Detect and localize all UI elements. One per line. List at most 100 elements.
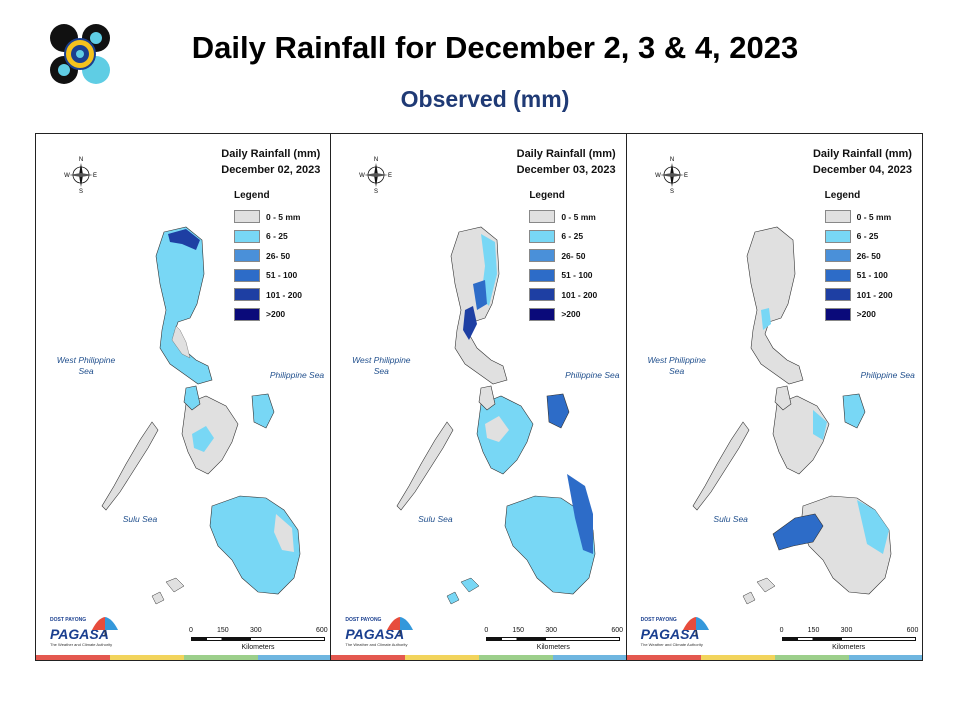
- legend-label: 51 - 100: [856, 270, 888, 281]
- compass-south: S: [670, 189, 674, 194]
- color-stripe: [626, 655, 922, 660]
- pagasa-tagline: The Weather and Climate Authority: [345, 642, 408, 647]
- philippines-map: [101, 226, 301, 605]
- legend-label: 51 - 100: [561, 270, 593, 281]
- legend-swatch: [824, 268, 851, 282]
- mindanao-dry-area: [274, 514, 294, 552]
- legend-swatch: [824, 249, 851, 263]
- legend-label: 51 - 100: [266, 270, 298, 281]
- map-date: December 02, 2023: [221, 164, 321, 176]
- legend-item: 0 - 5 mm: [824, 207, 915, 227]
- mindoro-region: [183, 385, 201, 411]
- legend-label: 101 - 200: [856, 289, 893, 300]
- sea-label-west: West Philippine Sea: [56, 355, 116, 376]
- mindanao-west-heavy: [772, 513, 824, 551]
- scale-tick: 600: [316, 627, 328, 634]
- panel-title: Daily Rainfall (mm) December 03, 2023: [517, 146, 616, 178]
- sulu-islands: [151, 577, 185, 605]
- color-stripe: [331, 655, 626, 660]
- palawan-region: [692, 421, 750, 511]
- mindoro-region: [774, 385, 791, 411]
- legend-swatch: [234, 210, 260, 224]
- scale-tick: 150: [807, 627, 820, 634]
- sea-label-philippine: Philippine Sea: [269, 370, 325, 380]
- legend: Legend 0 - 5 mm 6 - 25 26- 50 51 - 100 1…: [824, 190, 915, 324]
- legend-label: 0 - 5 mm: [561, 211, 596, 222]
- compass-north: N: [79, 157, 83, 163]
- compass-east: E: [684, 173, 688, 179]
- scale-bar: 0 150 300 600 Kilometers: [188, 627, 328, 653]
- compass-south: S: [79, 189, 83, 194]
- luzon-region: [155, 226, 213, 385]
- scale-unit: Kilometers: [241, 644, 275, 651]
- samar-region: [251, 393, 275, 429]
- scale-bar-graphic: [781, 637, 916, 641]
- mindoro-region: [479, 385, 496, 411]
- legend-swatch: [234, 268, 260, 282]
- umbrella-icon: [682, 617, 709, 636]
- mindanao-region: [505, 495, 596, 595]
- legend-swatch: [529, 229, 556, 243]
- legend-swatch: [824, 210, 851, 224]
- mindanao-east-wet: [856, 500, 889, 554]
- sea-label-philippine: Philippine Sea: [565, 370, 620, 380]
- map-title: Daily Rainfall (mm): [812, 148, 912, 160]
- sulu-islands: [446, 577, 480, 605]
- compass-west: W: [359, 173, 365, 179]
- mindanao-east-heavy: [567, 474, 594, 554]
- scale-tick: 300: [545, 627, 558, 634]
- visayas-dry-area: [485, 416, 510, 442]
- palawan-region: [101, 421, 159, 511]
- sea-label-philippine: Philippine Sea: [860, 370, 915, 380]
- scale-tick: 300: [840, 627, 853, 634]
- scale-tick: 150: [512, 627, 525, 634]
- sea-label-sulu: Sulu Sea: [418, 514, 453, 524]
- legend-label: 6 - 25: [856, 231, 879, 242]
- map-panel-dec-04: N E S W Daily Rainfall (mm) December 04,…: [626, 134, 922, 660]
- luzon-heavy-area: [168, 229, 200, 250]
- map-date: December 04, 2023: [812, 164, 912, 176]
- legend-swatch: [529, 210, 556, 224]
- legend-label: 0 - 5 mm: [266, 211, 301, 222]
- compass-west: W: [64, 173, 70, 179]
- legend-item: 101 - 200: [234, 285, 324, 305]
- umbrella-icon: [92, 617, 118, 636]
- legend-item: 51 - 100: [824, 266, 915, 286]
- legend-label: 6 - 25: [561, 231, 584, 242]
- legend-label: 26- 50: [856, 250, 881, 261]
- north-arrow-icon: N E S W: [655, 157, 688, 194]
- scale-tick: 600: [906, 627, 919, 634]
- map-panels: N E S W Daily Rainfall (mm) December 02,…: [35, 133, 923, 661]
- scale-tick: 0: [779, 627, 784, 634]
- pagasa-logo: DOST PAYONG PAGASA The Weather and Clima…: [42, 614, 122, 650]
- palawan-region: [396, 421, 454, 511]
- philippines-map: [396, 226, 596, 605]
- legend-swatch: [824, 229, 851, 243]
- legend-swatch: [529, 249, 556, 263]
- legend-title: Legend: [824, 190, 861, 201]
- panel-title: Daily Rainfall (mm) December 02, 2023: [221, 146, 320, 178]
- scale-bar-graphic: [486, 637, 621, 641]
- samar-region: [842, 393, 865, 429]
- philippines-map: [692, 226, 891, 605]
- legend-item: 6 - 25: [234, 227, 324, 247]
- legend-label: >200: [266, 309, 286, 320]
- pagasa-logo-small: DOST PAYONG: [50, 617, 87, 623]
- scale-bar: 0 150 300 600 Kilometers: [779, 627, 919, 653]
- scale-tick: 600: [611, 627, 624, 634]
- luzon-small-wet-area: [760, 308, 771, 330]
- legend-title: Legend: [234, 190, 270, 201]
- legend-item: 0 - 5 mm: [234, 207, 324, 227]
- sea-label-sulu: Sulu Sea: [122, 514, 158, 524]
- legend-swatch: [234, 229, 260, 243]
- legend-item: 0 - 5 mm: [529, 207, 619, 227]
- legend-item: >200: [234, 305, 324, 325]
- legend-item: 26- 50: [234, 246, 324, 266]
- island-shapes: [692, 226, 891, 605]
- legend-item: 6 - 25: [529, 227, 619, 247]
- map-panel-dec-03: N E S W Daily Rainfall (mm) December 03,…: [331, 134, 627, 660]
- legend-item: 51 - 100: [529, 266, 619, 286]
- legend-item: 101 - 200: [529, 285, 619, 305]
- color-stripe: [36, 655, 331, 660]
- compass-west: W: [655, 173, 661, 179]
